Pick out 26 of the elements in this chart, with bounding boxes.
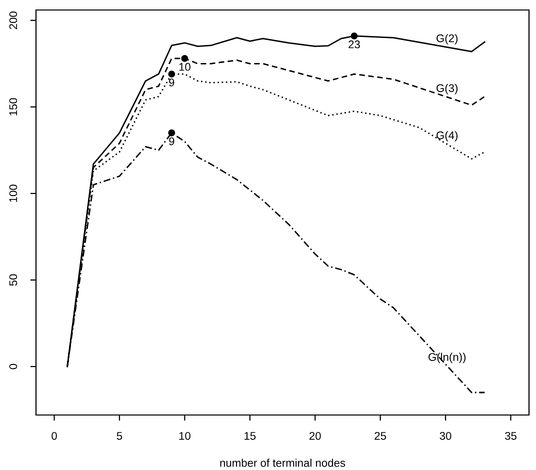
x-tick-label: 25 [374,432,386,440]
series-label: G(3) [436,84,458,94]
x-tick-label: 30 [440,432,452,440]
y-tick-label: 0 [9,364,18,370]
point [181,54,188,62]
x-tick-label: 10 [179,432,190,440]
x-axis-title: number of terminal nodes [220,458,346,467]
series-label: G(ln(n)) [428,352,466,364]
series-label: G(4) [436,131,458,142]
point [168,129,176,136]
x-tick-label: 20 [309,432,321,440]
y-tick-label: 200 [9,12,18,30]
point [350,32,358,40]
x-tick-label: 35 [504,432,516,440]
x-tick-label: 0 [52,432,57,440]
y-tick-label: 50 [9,274,18,286]
annotation: 9 [169,137,174,146]
annotation: 23 [348,40,360,48]
x-tick-label: 15 [244,432,256,440]
x-tick-label: 5 [116,432,122,440]
series-label: G(2) [436,34,458,44]
annotation: 9 [169,78,174,86]
y-tick-label: 100 [9,184,18,202]
y-tick-label: 150 [9,98,18,116]
annotation: 10 [179,62,190,71]
point [168,70,176,78]
